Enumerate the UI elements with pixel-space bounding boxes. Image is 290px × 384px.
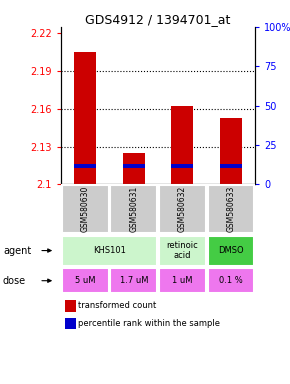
Bar — [65, 318, 77, 329]
Text: GSM580632: GSM580632 — [178, 186, 187, 232]
Text: 1 uM: 1 uM — [172, 276, 193, 285]
Text: 0.1 %: 0.1 % — [219, 276, 243, 285]
Text: DMSO: DMSO — [218, 246, 244, 255]
Bar — [220, 118, 242, 184]
Bar — [62, 268, 108, 293]
Bar — [74, 52, 96, 184]
Bar — [220, 164, 242, 168]
Bar — [123, 153, 145, 184]
Bar — [159, 185, 206, 233]
Text: GSM580630: GSM580630 — [81, 186, 90, 232]
Text: dose: dose — [3, 276, 26, 286]
Bar — [159, 268, 206, 293]
Bar — [208, 235, 254, 266]
Bar — [208, 268, 254, 293]
Text: percentile rank within the sample: percentile rank within the sample — [78, 319, 220, 328]
Bar — [65, 300, 77, 312]
Text: GSM580631: GSM580631 — [129, 186, 138, 232]
Bar — [123, 164, 145, 168]
Bar — [159, 235, 206, 266]
Text: 5 uM: 5 uM — [75, 276, 95, 285]
Bar — [171, 164, 193, 168]
Text: 1.7 uM: 1.7 uM — [119, 276, 148, 285]
Title: GDS4912 / 1394701_at: GDS4912 / 1394701_at — [85, 13, 231, 26]
Bar — [208, 185, 254, 233]
Bar — [171, 106, 193, 184]
Text: agent: agent — [3, 245, 31, 256]
Bar — [110, 185, 157, 233]
Bar — [110, 268, 157, 293]
Text: KHS101: KHS101 — [93, 246, 126, 255]
Text: retinoic
acid: retinoic acid — [166, 241, 198, 260]
Bar — [74, 164, 96, 168]
Bar — [62, 235, 157, 266]
Bar — [62, 185, 108, 233]
Text: GSM580633: GSM580633 — [226, 186, 235, 232]
Text: transformed count: transformed count — [78, 301, 157, 310]
